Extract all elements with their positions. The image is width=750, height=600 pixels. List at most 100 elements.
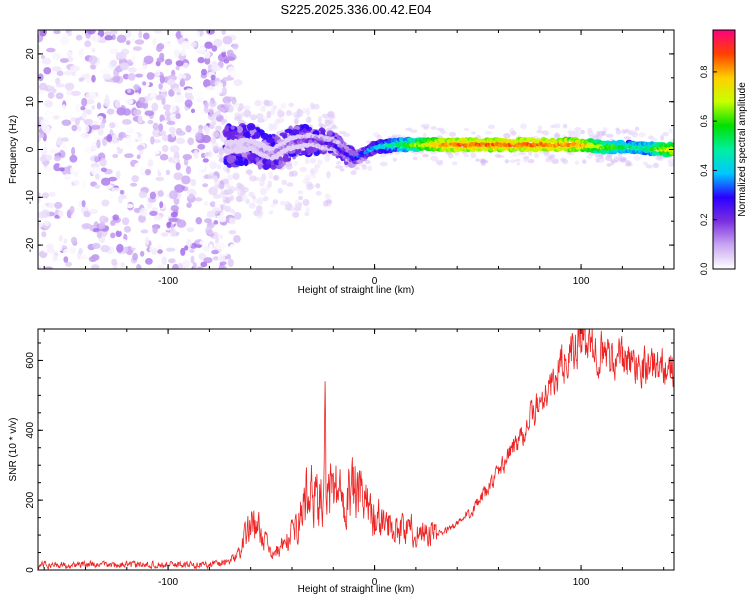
spectrogram-cell	[181, 40, 192, 50]
spectrogram-cell	[197, 56, 205, 64]
spectrogram-cell	[149, 86, 158, 95]
spectrogram-cell	[514, 158, 521, 162]
figure-title: S225.2025.336.00.42.E04	[280, 2, 431, 17]
spectrogram-cell	[292, 211, 300, 218]
spectrogram-cell	[75, 34, 83, 41]
spectrogram-cell	[65, 195, 74, 201]
spectrogram-cell	[537, 125, 543, 131]
spectrogram-cell	[218, 82, 224, 89]
spectrogram-cell	[621, 129, 626, 134]
spectrogram-cell	[71, 146, 76, 156]
spectrogram-cell	[107, 194, 114, 199]
spectrogram-cell	[671, 149, 674, 153]
spectrogram-cell	[562, 123, 568, 129]
spectrogram-cell	[38, 222, 44, 228]
spectrogram-cell	[75, 103, 82, 113]
spectrogram-cell	[161, 256, 167, 265]
spectrogram-cell	[41, 231, 47, 238]
spectrogram-cell	[54, 201, 63, 209]
spectrogram-cell	[278, 160, 283, 166]
spectrogram-cell	[203, 201, 209, 206]
spectrogram-cell	[229, 217, 237, 225]
spectrogram-cell	[560, 157, 566, 163]
spectrogram-cell	[282, 134, 288, 139]
spectrogram-cell	[120, 262, 125, 268]
spectrogram-cell	[195, 97, 205, 104]
spectrogram-cell	[133, 208, 140, 213]
spectrogram-cell	[263, 99, 270, 107]
spectrogram-cell	[106, 108, 115, 115]
spectrogram-cell	[100, 167, 107, 173]
spectrogram-cell	[626, 160, 632, 166]
spectrogram-cell	[214, 40, 223, 46]
spectrogram-cell	[106, 239, 112, 244]
spectrogram-cell	[88, 55, 98, 65]
spectrogram-cell	[218, 107, 226, 113]
spectrogram-cell	[286, 182, 294, 187]
spectrogram-cell	[510, 130, 517, 136]
spectrogram-cell	[97, 127, 104, 136]
spectrogram-cell	[302, 178, 310, 185]
spectrogram-cell	[282, 154, 288, 163]
spectrogram-cell	[475, 158, 480, 162]
spectrogram-cell	[165, 247, 176, 252]
spectrogram-cell	[173, 172, 184, 181]
spectrogram-cell	[248, 191, 255, 198]
spectrogram-cell	[136, 145, 145, 151]
spectrogram-cell	[152, 225, 158, 234]
spectrogram-cell	[51, 66, 62, 72]
spectrogram-cell	[192, 261, 197, 269]
spectrogram-cell	[213, 175, 219, 183]
spectrogram-cell	[47, 91, 55, 99]
spectrogram-cell	[81, 111, 87, 120]
spectrogram-cell	[241, 194, 248, 202]
spectrogram-cell	[48, 202, 55, 209]
spectrogram-cell	[175, 127, 183, 135]
spectrogram-cell	[182, 154, 192, 160]
spectrogram-cell	[155, 176, 165, 182]
spectrogram-cell	[96, 230, 103, 239]
spectrogram-cell	[38, 264, 42, 269]
spectrogram-cell	[218, 254, 226, 262]
spectrogram-cell	[189, 249, 195, 253]
spectrogram-cell	[306, 184, 313, 191]
spectrogram-cell	[90, 162, 100, 169]
spectrogram-cell	[124, 153, 134, 159]
spectrogram-cell	[262, 196, 269, 202]
spectrogram-cell	[422, 153, 429, 158]
spectrogram-cell	[78, 247, 83, 255]
spectrogram-cell	[178, 262, 183, 269]
spectrogram-cell	[101, 118, 107, 124]
spectrogram-cell	[90, 35, 101, 42]
spectrogram-cell	[223, 130, 233, 138]
spectrogram-cell	[42, 192, 49, 199]
spectrogram-cell	[152, 37, 157, 46]
spectrogram-cell	[512, 153, 520, 157]
spectrogram-cell	[43, 266, 54, 269]
spectrogram-cell	[104, 31, 112, 36]
spectrogram-cell	[667, 158, 674, 164]
spectrogram-cell	[247, 169, 253, 176]
spectrogram-cell	[376, 134, 382, 140]
spectrogram-cell	[85, 98, 95, 105]
spectrogram-cell	[159, 153, 169, 161]
spectrogram-cell	[193, 149, 199, 159]
spectrogram-cell	[180, 48, 187, 57]
spectrogram-cell	[170, 211, 178, 218]
spectrogram-cell	[204, 57, 211, 65]
spectrogram-cell	[310, 102, 315, 110]
spectrogram-cell	[211, 45, 218, 52]
spectrogram-cell	[92, 242, 101, 249]
spectrogram-cell	[78, 77, 84, 82]
spectrogram-cell	[126, 126, 135, 134]
spectrogram-cell	[120, 62, 129, 71]
spectrogram-cell	[112, 214, 119, 221]
spectrogram-cell	[326, 130, 333, 137]
colorbar-tick-label: 0.4	[699, 164, 709, 177]
spectrogram-cell	[206, 30, 215, 35]
spectrogram-cell	[184, 245, 189, 251]
spectrogram-cell	[185, 165, 192, 175]
spectrogram-cell	[131, 30, 138, 35]
spectrogram-cell	[84, 125, 90, 133]
snr-xtick-label: 100	[573, 577, 590, 588]
